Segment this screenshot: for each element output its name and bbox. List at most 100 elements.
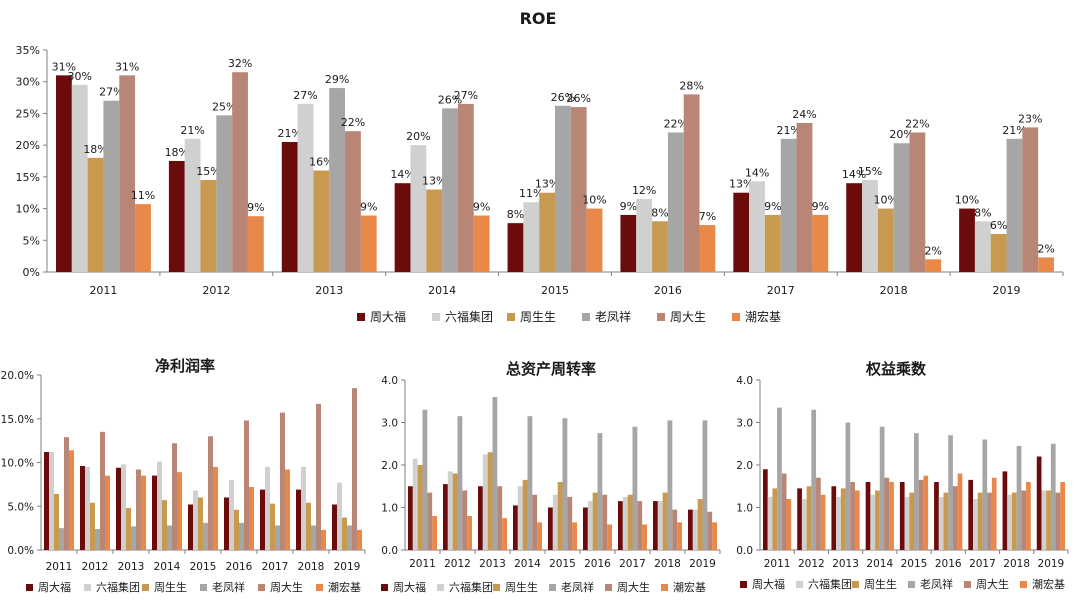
bar [280, 412, 285, 551]
data-label: 22% [664, 117, 688, 130]
x-tick-label: 2016 [654, 284, 682, 297]
bar [313, 170, 330, 272]
bar [1036, 456, 1042, 550]
bar [622, 496, 628, 551]
y-tick-label: 2.0 [381, 460, 398, 472]
chart-equity-multiplier: 权益乘数 0.0 1.0 2.0 3.0 4.0 2011 2012 2013 2014 2015 2… [736, 360, 1069, 591]
data-label: 6% [990, 219, 1007, 232]
bar [119, 75, 136, 273]
bar [517, 486, 523, 550]
bar [208, 436, 213, 550]
bar [184, 138, 201, 272]
bar [879, 426, 885, 550]
bar [297, 103, 314, 272]
bar [507, 223, 524, 272]
legend-swatch [507, 313, 515, 321]
bar [443, 484, 448, 551]
bar [172, 443, 177, 550]
legend: 周大福 六福集团 周生生 老凤祥 周大生 潮宏基 [26, 580, 361, 594]
bar [492, 397, 498, 550]
data-label: 14% [745, 166, 769, 179]
bar [487, 452, 493, 550]
y-tick-label: 20.0% [1, 370, 34, 382]
bar [417, 465, 423, 550]
bar [632, 426, 638, 550]
bar [157, 461, 162, 551]
x-tick-label: 2017 [262, 561, 289, 573]
legend-swatch [493, 584, 500, 591]
legend-label: 潮宏基 [1032, 577, 1065, 591]
bar [321, 529, 326, 551]
bar [49, 452, 54, 550]
bar [767, 496, 773, 551]
legend-swatch [437, 584, 444, 591]
bar [555, 105, 571, 272]
bar [56, 75, 72, 273]
legend-label: 周大福 [38, 580, 71, 594]
x-tick-label: 2019 [1038, 558, 1065, 570]
chart-roe: ROE 0% 5% 10% 15% 20% 25% 30% 35% 2011 2012 2013 201… [16, 9, 1064, 324]
bar [59, 528, 64, 551]
y-tick-label: 0% [23, 266, 40, 279]
bar [772, 488, 778, 551]
legend-label: 六福集团 [808, 577, 852, 591]
bar [796, 122, 813, 272]
bar [1011, 492, 1017, 551]
bar [198, 497, 203, 550]
data-label: 31% [52, 60, 76, 73]
legend-swatch [661, 584, 668, 591]
data-label: 10% [955, 194, 979, 207]
bar [764, 214, 781, 272]
bar [482, 454, 488, 551]
legend-swatch [732, 313, 740, 321]
data-label: 31% [115, 60, 139, 73]
bar [523, 202, 540, 272]
legend-swatch [381, 584, 388, 591]
y-tick-label: 15.0% [1, 414, 34, 426]
bar [572, 522, 577, 551]
bar [141, 475, 146, 551]
bar [899, 482, 905, 550]
bar [918, 479, 924, 551]
bar [345, 131, 361, 272]
bar [95, 529, 100, 550]
data-label: 18% [165, 146, 189, 159]
data-label: 25% [212, 100, 236, 113]
legend-label: 周大生 [270, 580, 303, 594]
bar [168, 161, 185, 272]
x-tick-label: 2017 [969, 558, 996, 570]
bar [234, 509, 239, 550]
bar [1060, 482, 1065, 550]
chart-title: 净利润率 [155, 357, 215, 375]
bar [909, 132, 926, 272]
data-label: 16% [309, 156, 333, 169]
bar [780, 138, 797, 272]
bar [54, 494, 59, 550]
bar [607, 524, 612, 550]
bar [943, 492, 949, 551]
data-label: 26% [438, 93, 462, 106]
bar [301, 466, 306, 551]
bar [586, 208, 603, 272]
y-tick-label: 15% [16, 171, 40, 184]
y-tick-label: 1.0 [736, 503, 753, 515]
x-tick-label: 2018 [298, 561, 325, 573]
legend-swatch [84, 584, 91, 591]
bar [432, 516, 437, 550]
data-label: 8% [507, 208, 524, 221]
bar [497, 486, 503, 550]
data-label: 18% [83, 143, 107, 156]
legend-label: 六福集团 [449, 580, 493, 594]
x-tick-label: 2013 [479, 558, 506, 570]
bar [296, 489, 301, 551]
bar [877, 208, 894, 272]
x-tick-label: 2013 [118, 561, 145, 573]
data-label: 14% [390, 168, 414, 181]
bar [1050, 443, 1056, 550]
bar [862, 180, 878, 272]
bar [347, 525, 352, 550]
bar [812, 214, 829, 272]
y-tick-label: 0.0% [7, 545, 34, 557]
